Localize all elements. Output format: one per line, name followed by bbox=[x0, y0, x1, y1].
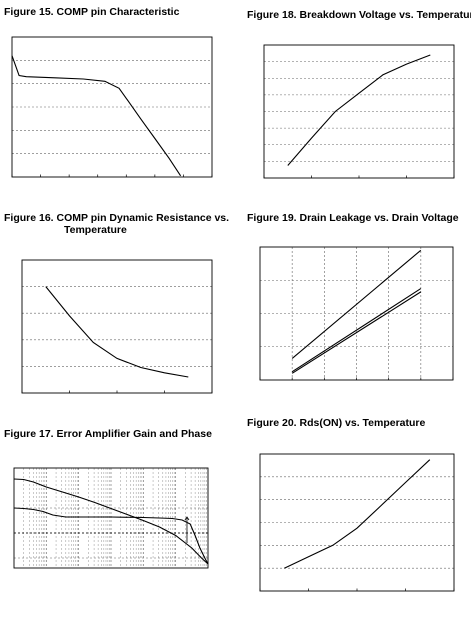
data-series-line bbox=[291, 288, 422, 373]
fig18-chart bbox=[263, 44, 455, 179]
data-series-line bbox=[13, 478, 209, 565]
data-series-line bbox=[11, 55, 182, 177]
fig16-title-line2: Temperature bbox=[64, 224, 127, 236]
fig18-title: Figure 18. Breakdown Voltage vs. Tempera… bbox=[247, 9, 471, 21]
fig15-title: Figure 15. COMP pin Characteristic bbox=[4, 6, 180, 18]
fig20-title: Figure 20. Rds(ON) vs. Temperature bbox=[247, 417, 426, 429]
fig16-chart bbox=[21, 259, 213, 394]
data-series-line bbox=[45, 286, 189, 378]
plot-frame bbox=[11, 36, 213, 178]
fig19-chart bbox=[259, 246, 454, 381]
fig15-chart bbox=[11, 36, 213, 178]
data-series-line bbox=[291, 249, 422, 359]
fig16-title: Figure 16. COMP pin Dynamic Resistance v… bbox=[4, 212, 230, 236]
data-series-line bbox=[287, 54, 431, 166]
data-series-line bbox=[13, 507, 209, 565]
plot-frame bbox=[21, 259, 213, 394]
data-series-line bbox=[284, 459, 431, 569]
fig17-title: Figure 17. Error Amplifier Gain and Phas… bbox=[4, 428, 212, 440]
phase-margin-arrow bbox=[184, 516, 190, 521]
fig17-chart bbox=[13, 467, 209, 569]
fig20-chart bbox=[259, 453, 455, 592]
data-series-line bbox=[291, 291, 422, 374]
plot-frame bbox=[13, 467, 209, 569]
fig19-title: Figure 19. Drain Leakage vs. Drain Volta… bbox=[247, 212, 459, 224]
